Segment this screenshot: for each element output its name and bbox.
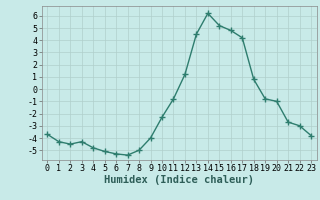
X-axis label: Humidex (Indice chaleur): Humidex (Indice chaleur) (104, 175, 254, 185)
